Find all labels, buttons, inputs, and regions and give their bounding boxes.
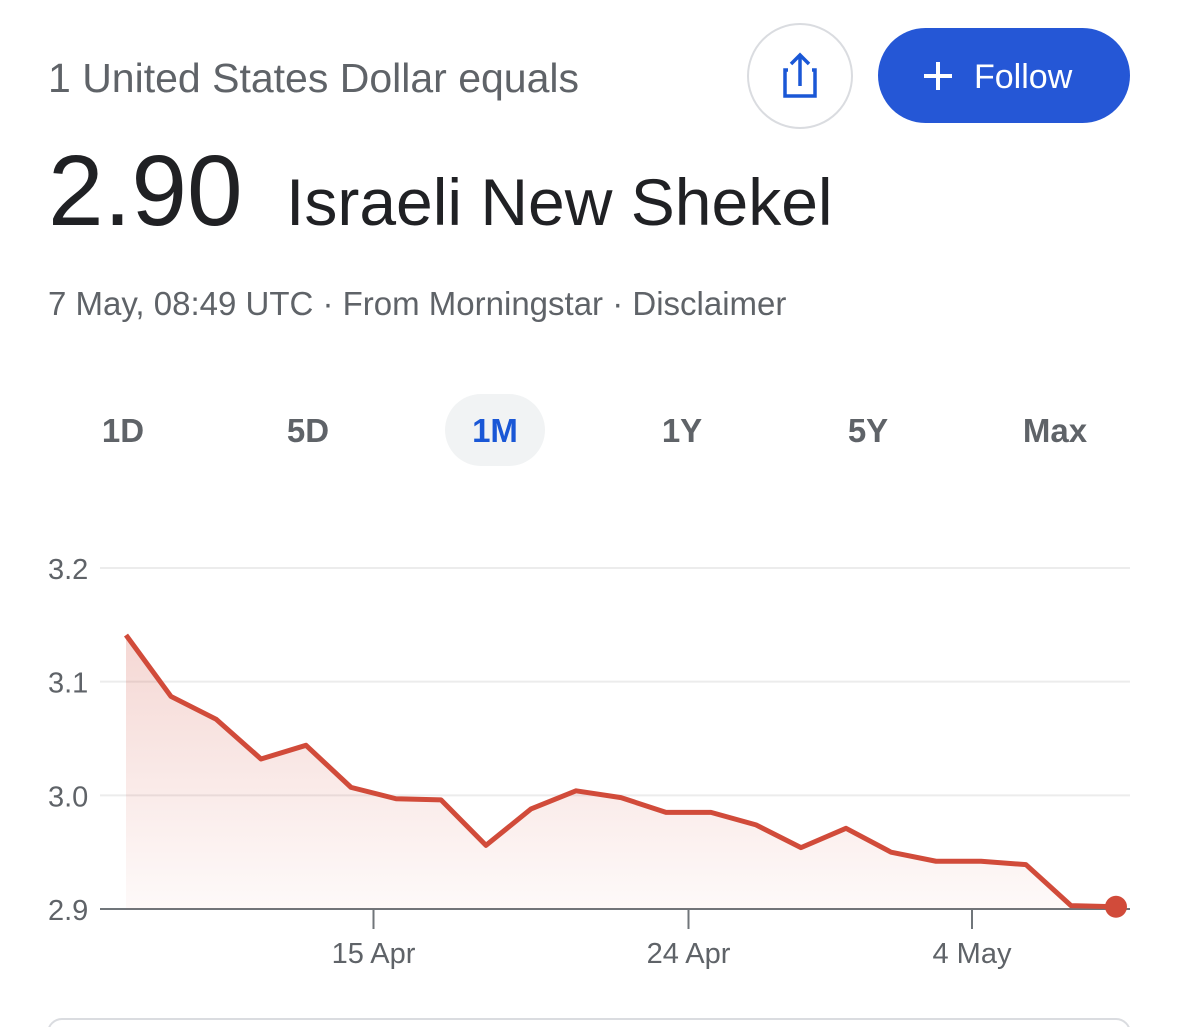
range-tab[interactable]: Max xyxy=(1023,412,1088,449)
tab-highlight xyxy=(445,394,545,466)
line xyxy=(123,633,1117,910)
y-tick-label: 2.9 xyxy=(48,895,88,927)
x-tick-label: 24 Apr xyxy=(647,938,731,970)
chart: 2.9 3.0 3.1 3.2 15 Apr 24 Apr 4 May xyxy=(48,554,1130,970)
tab-label: Max xyxy=(1023,412,1088,449)
tab-label: 1Y xyxy=(662,412,702,449)
x-tick-label: 4 May xyxy=(933,938,1012,970)
tab-label: 1D xyxy=(102,412,144,449)
tab-label: 5D xyxy=(287,412,329,449)
currency-name: Israeli New Shekel xyxy=(286,165,833,239)
end-dot xyxy=(1105,895,1127,918)
y-tick-label: 3.0 xyxy=(48,781,88,813)
rate-value: 2.90 xyxy=(48,135,243,247)
follow-button[interactable]: Follow xyxy=(878,28,1130,123)
intro: 1 United States Dollar equals xyxy=(48,55,579,101)
x-tick-label: 15 Apr xyxy=(332,938,416,970)
y-tick-label: 3.2 xyxy=(48,554,88,586)
range-tab[interactable]: 1Y xyxy=(662,412,702,449)
card-edge xyxy=(47,1018,1131,1032)
range-tabs: 1D 5D 1M 1Y 5Y Max xyxy=(102,394,1088,466)
share-button[interactable] xyxy=(747,23,853,129)
y-tick-label: 3.1 xyxy=(48,668,88,700)
range-tab[interactable]: 1D xyxy=(102,412,144,449)
tab-label: 5Y xyxy=(848,412,888,449)
meta-line: 7 May, 08:49 UTC · From Morningstar · Di… xyxy=(48,285,786,322)
range-tab[interactable]: 5D xyxy=(287,412,329,449)
tab-label: 1M xyxy=(472,412,518,449)
follow-label: Follow xyxy=(974,58,1073,96)
range-tab[interactable]: 1M xyxy=(445,394,545,466)
range-tab[interactable]: 5Y xyxy=(848,412,888,449)
area xyxy=(126,635,1116,909)
